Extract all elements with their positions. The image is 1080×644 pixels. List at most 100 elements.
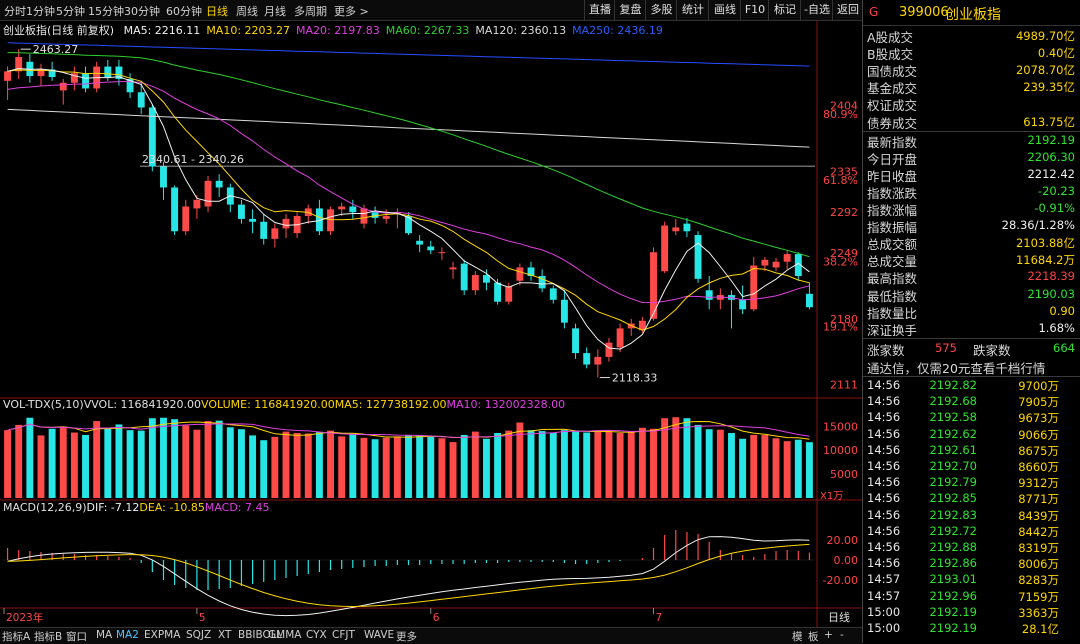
toolbar-button-6[interactable]: 标记 <box>768 0 801 20</box>
toolbar-button-1[interactable]: 复盘 <box>614 0 646 20</box>
quote-label-6: 总成交额 <box>867 237 918 253</box>
tick-time: 15:00 <box>867 621 901 635</box>
period-tab-5[interactable]: 60分钟 <box>166 5 202 18</box>
quote-value-8: 2218.39 <box>1027 269 1075 284</box>
dif-line <box>7 536 810 617</box>
indicator-tab-9[interactable]: GMMA <box>268 629 302 641</box>
volume-bar <box>449 442 457 498</box>
tick-price: 2193.01 <box>929 572 977 587</box>
tick-time: 14:56 <box>867 523 901 538</box>
volume-bar <box>616 433 624 498</box>
indicator-tab-4[interactable]: MA2 <box>116 629 139 641</box>
volume-tick: 5000 <box>830 468 858 481</box>
bottom-control-2[interactable]: + <box>824 629 833 641</box>
period-label: 日线 <box>828 610 850 624</box>
indicator-tab-5[interactable]: EXPMA <box>144 629 181 641</box>
candle <box>37 63 45 86</box>
period-tab-9[interactable]: 多周期 <box>294 5 327 18</box>
turnover-label-4: 权证成交 <box>867 98 918 114</box>
toolbar-button-7[interactable]: -自选 <box>800 0 833 20</box>
volume-bar <box>4 430 12 498</box>
indicator-tab-0[interactable]: 指标A <box>2 631 31 643</box>
tick-volume: 28.1亿 <box>1021 622 1059 636</box>
candle <box>583 347 591 369</box>
candle <box>783 250 791 270</box>
ma-legend-item-3: MA60: 2267.33 <box>385 24 470 37</box>
toolbar-button-0[interactable]: 直播 <box>584 0 615 20</box>
tick-price: 2192.70 <box>929 459 977 473</box>
volume-bar <box>160 417 167 498</box>
kline-chart[interactable]: 2463.27 2340.61 - 2340.26 2118.33 2404 2335 2… <box>0 20 862 627</box>
period-tab-4[interactable]: 30分钟 <box>124 5 160 18</box>
tick-volume: 8006万 <box>1018 557 1059 572</box>
indicator-tab-7[interactable]: XT <box>218 629 232 641</box>
period-tab-10[interactable]: 更多 > <box>334 5 369 18</box>
candle <box>271 223 279 248</box>
volume-bar <box>37 435 45 498</box>
tick-row: 14:56 2192.72 8442万 <box>863 524 1080 540</box>
promo-banner[interactable]: 通达信，仅需20元查看千档行情 <box>867 360 1046 376</box>
candle <box>282 214 290 238</box>
candle <box>494 278 502 305</box>
indicator-tab-10[interactable]: CYX <box>306 629 327 641</box>
volume-bar <box>572 430 580 498</box>
period-tab-8[interactable]: 月线 <box>264 5 286 18</box>
advance-label: 涨家数 <box>867 342 905 358</box>
candle <box>505 282 513 305</box>
bottom-control-1[interactable]: 板 <box>808 631 819 643</box>
period-tab-0[interactable]: 分时 <box>4 5 26 18</box>
candle <box>805 282 813 310</box>
tick-price: 2192.62 <box>929 426 977 441</box>
indicator-tab-3[interactable]: MA <box>96 629 113 641</box>
indicator-tab-1[interactable]: 指标B <box>34 631 63 643</box>
volume-bar <box>148 418 156 498</box>
bottom-control-3[interactable]: - <box>840 629 844 641</box>
indicator-tab-11[interactable]: CFJT <box>332 629 355 641</box>
indicator-tab-2[interactable]: 窗口 <box>66 631 87 643</box>
tick-volume: 9700万 <box>1018 379 1059 393</box>
period-tab-3[interactable]: 15分钟 <box>88 5 124 18</box>
volume-bar <box>282 431 290 498</box>
bottom-control-0[interactable]: 模 <box>792 631 803 643</box>
toolbar-button-8[interactable]: 返回 <box>832 0 863 20</box>
tick-time: 14:56 <box>867 475 901 490</box>
tick-row: 14:56 2192.82 9700万 <box>863 378 1080 394</box>
tick-volume: 7905万 <box>1018 395 1059 410</box>
vol-ma5-line <box>7 420 810 440</box>
indicator-tab-8[interactable]: BBIBOLL <box>238 629 283 641</box>
candle <box>371 206 379 224</box>
tick-row: 14:56 2192.61 8675万 <box>863 443 1080 459</box>
period-tab-6[interactable]: 日线 <box>206 5 228 18</box>
tick-volume: 8660万 <box>1018 460 1059 474</box>
toolbar-button-5[interactable]: F10 <box>740 0 769 20</box>
toolbar-button-2[interactable]: 多股 <box>645 0 677 20</box>
tick-time: 14:56 <box>867 442 901 457</box>
volume-bar <box>560 430 568 498</box>
candle <box>15 49 23 79</box>
period-tab-7[interactable]: 周线 <box>236 5 258 18</box>
tick-price: 2192.83 <box>929 507 977 522</box>
period-tab-2[interactable]: 5分钟 <box>56 5 85 18</box>
candle <box>260 214 268 245</box>
tick-time: 14:56 <box>867 491 901 506</box>
volume-bar <box>583 432 591 498</box>
toolbar-button-4[interactable]: 画线 <box>708 0 741 20</box>
quote-value-5: 28.36/1.28% <box>1001 218 1075 233</box>
toolbar-button-3[interactable]: 统计 <box>676 0 709 20</box>
quote-value-4: -0.91% <box>1034 201 1075 215</box>
tick-time: 14:56 <box>867 507 901 522</box>
turnover-label-5: 债券成交 <box>867 115 918 131</box>
tick-volume: 9066万 <box>1018 427 1059 442</box>
volume-bar <box>93 421 101 498</box>
indicator-tab-6[interactable]: SQJZ <box>186 629 212 641</box>
period-tab-1[interactable]: 1分钟 <box>26 5 55 18</box>
tick-volume: 9312万 <box>1018 476 1059 491</box>
tick-volume: 8283万 <box>1018 573 1059 588</box>
divider <box>863 376 1080 377</box>
candle <box>560 290 568 329</box>
turnover-label-0: A股成交 <box>867 30 914 45</box>
volume-bar <box>605 432 613 498</box>
indicator-tab-12[interactable]: WAVE <box>364 629 395 641</box>
tick-time: 14:56 <box>867 394 901 409</box>
indicator-tab-13[interactable]: 更多 <box>396 631 417 643</box>
